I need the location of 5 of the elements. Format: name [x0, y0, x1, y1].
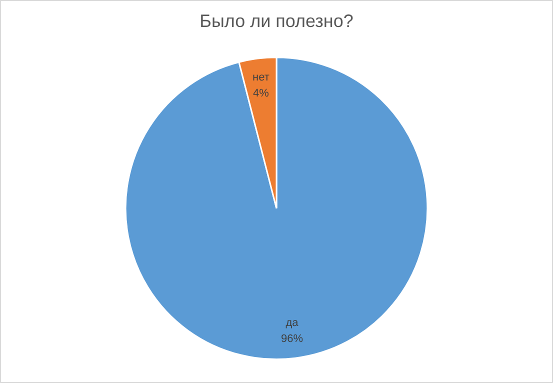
- data-label: 4%: [253, 88, 270, 100]
- chart-title: Было ли полезно?: [200, 10, 354, 31]
- slice-label: да: [286, 317, 300, 330]
- slice-label: нет: [252, 72, 270, 84]
- data-label: 96%: [281, 333, 304, 346]
